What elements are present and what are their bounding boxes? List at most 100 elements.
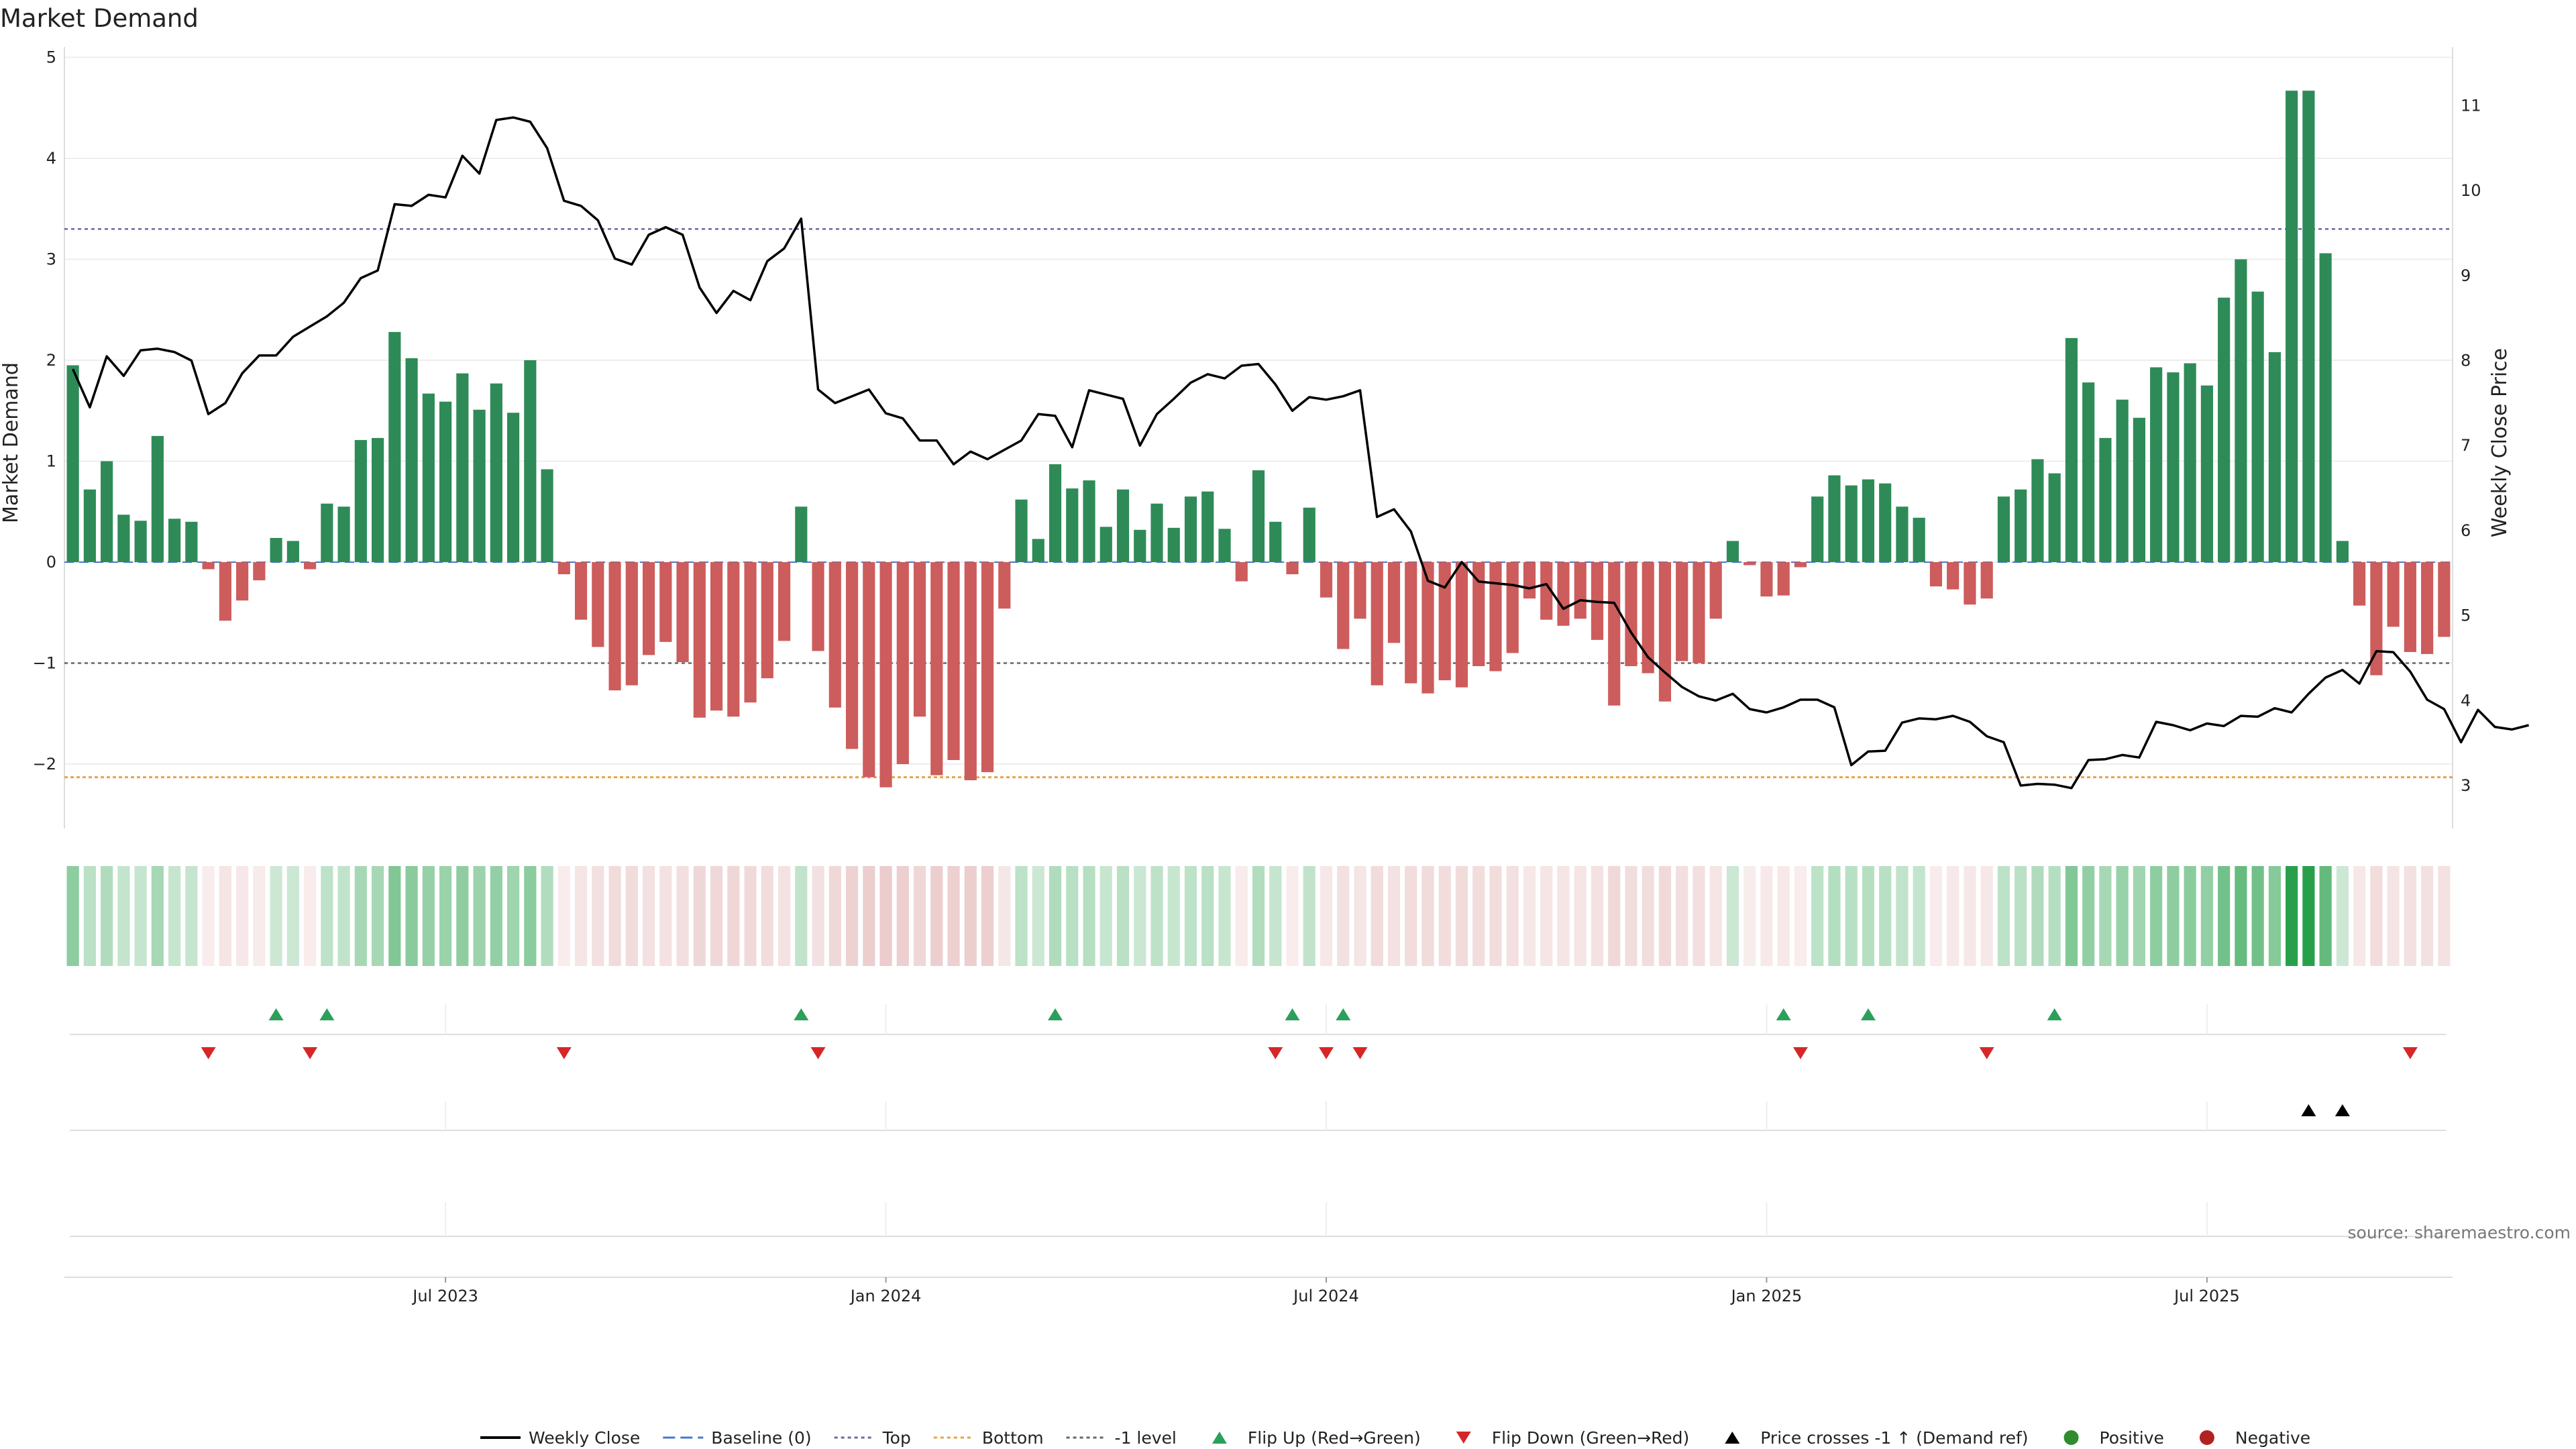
heat-cell-positive [1066, 866, 1079, 966]
heat-cell-negative [1540, 866, 1553, 966]
positive-bar [2099, 437, 2112, 562]
positive-bar [2082, 382, 2095, 562]
negative-bar [1540, 562, 1553, 620]
negative-bar [930, 562, 943, 775]
heat-cell-negative [1286, 866, 1299, 966]
positive-bar [541, 469, 553, 562]
heat-cell-positive [354, 866, 367, 966]
legend-circle-swatch [2063, 1430, 2079, 1445]
negative-bar [1625, 562, 1638, 667]
positive-bar [1997, 496, 2010, 562]
left-tick-label: 1 [46, 452, 56, 471]
positive-bar [1303, 507, 1316, 562]
legend-item: Negative [2199, 1428, 2310, 1448]
negative-bar [812, 562, 824, 651]
heat-cell-positive [1201, 866, 1214, 966]
legend-circle-swatch [2199, 1430, 2214, 1445]
heat-cell-positive [473, 866, 486, 966]
right-tick-label: 8 [2461, 352, 2471, 370]
positive-bar [168, 519, 181, 562]
heat-cell-negative [676, 866, 689, 966]
x-tick-label: Jan 2024 [849, 1287, 922, 1305]
positive-bar [270, 537, 282, 562]
positive-bar [321, 503, 333, 562]
legend-label: Price crosses -1 ↑ (Demand ref) [1760, 1428, 2028, 1448]
positive-bar [2150, 367, 2163, 562]
negative-bar [592, 562, 604, 647]
negative-bar [913, 562, 926, 717]
heat-cell-negative [1523, 866, 1536, 966]
negative-bar [253, 562, 266, 581]
heat-cell-negative [1489, 866, 1502, 966]
heat-cell-positive [506, 866, 520, 966]
heat-cell-negative [1625, 866, 1638, 966]
negative-bar [693, 562, 706, 718]
negative-bar [1557, 562, 1570, 626]
heat-cell-negative [1320, 866, 1333, 966]
heat-cell-negative [913, 866, 926, 966]
positive-bar [66, 365, 79, 562]
heat-cell-negative [1591, 866, 1604, 966]
left-tick-label: 2 [46, 351, 56, 370]
negative-bar [1777, 562, 1790, 596]
positive-bar [2218, 297, 2231, 562]
heat-cell-negative [253, 866, 266, 966]
heat-cell-negative [1676, 866, 1688, 966]
heat-cell-negative [1980, 866, 1993, 966]
positive-bar [1811, 496, 1824, 562]
right-tick-label: 5 [2461, 606, 2471, 625]
heat-cell-positive [2065, 866, 2078, 966]
heat-cell-negative [863, 866, 875, 966]
legend-item: Flip Down (Green→Red) [1456, 1428, 1689, 1448]
legend-item: Flip Up (Red→Green) [1212, 1428, 1421, 1448]
positive-bar [1845, 485, 1858, 562]
right-tick-label: 10 [2461, 181, 2481, 200]
flip-up-marker [1048, 1008, 1063, 1020]
heat-cell-positive [439, 866, 452, 966]
flip-up-marker [794, 1008, 809, 1020]
legend-label: Top [882, 1428, 911, 1448]
heat-cell-negative [642, 866, 655, 966]
negative-bar [676, 562, 689, 662]
negative-bar [1235, 562, 1248, 582]
heat-cell-positive [2184, 866, 2196, 966]
heat-cell-positive [1184, 866, 1197, 966]
positive-bar [1862, 479, 1875, 562]
positive-bar [1252, 470, 1265, 562]
heat-cell-positive [2150, 866, 2163, 966]
legend-item: Top [834, 1428, 911, 1448]
positive-bar [1083, 480, 1095, 562]
negative-bar [710, 562, 723, 711]
flip-down-marker [201, 1047, 216, 1059]
heat-cell-negative [2438, 866, 2451, 966]
right-tick-label: 11 [2461, 96, 2481, 115]
left-tick-label: 3 [46, 250, 56, 269]
negative-bar [727, 562, 740, 717]
heat-cell-negative [1693, 866, 1705, 966]
heat-cell-positive [2200, 866, 2213, 966]
heat-cell-negative [1574, 866, 1587, 966]
legend-label: Baseline (0) [711, 1428, 811, 1448]
negative-bar [574, 562, 588, 620]
heat-cell-negative [947, 866, 960, 966]
flip-down-marker [1352, 1047, 1368, 1059]
right-tick-label: 3 [2461, 776, 2471, 795]
heat-cell-negative [1760, 866, 1773, 966]
weekly-close-line [72, 116, 2530, 790]
positive-bar [2336, 541, 2349, 562]
heat-cell-positive [795, 866, 808, 966]
positive-bar [151, 435, 164, 562]
heat-cell-positive [2082, 866, 2095, 966]
flip-down-marker [2402, 1047, 2418, 1059]
heat-cell-negative [592, 866, 604, 966]
positive-bar [473, 409, 486, 562]
positive-bar [1726, 541, 1739, 562]
negative-bar [1693, 562, 1705, 663]
x-tick-label: Jul 2023 [411, 1287, 478, 1305]
positive-bar [506, 413, 520, 562]
negative-bar [1929, 562, 1943, 587]
legend-triangle-up [1212, 1432, 1227, 1444]
positive-bar [337, 506, 350, 562]
heat-cell-negative [1506, 866, 1519, 966]
positive-bar [1099, 527, 1112, 562]
